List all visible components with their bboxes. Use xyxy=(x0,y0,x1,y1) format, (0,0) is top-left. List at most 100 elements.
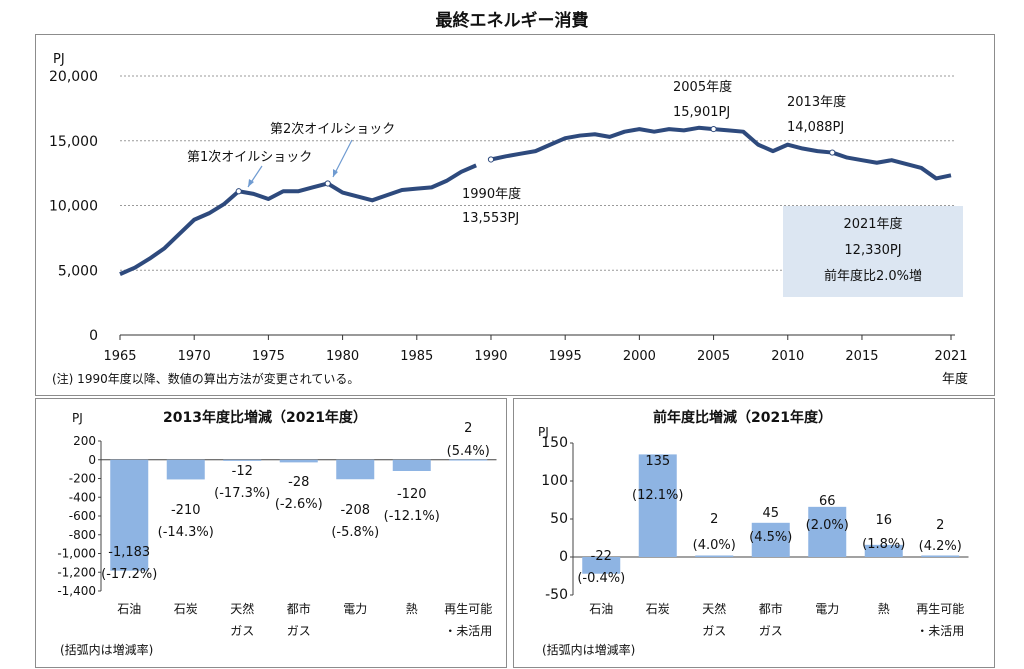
bar xyxy=(695,555,734,557)
top-chart-note: (注) 1990年度以降、数値の算出方法が変更されている。 xyxy=(52,372,360,386)
bar-rate-label: (4.0%) xyxy=(693,538,736,553)
y-tick-label: -600 xyxy=(69,509,96,523)
bar-value-label: 2 xyxy=(936,518,944,533)
y-tick-label: -200 xyxy=(69,472,96,486)
series-line xyxy=(490,125,952,181)
y-tick-label: 100 xyxy=(541,473,568,489)
bar-value-label: 2 xyxy=(464,421,472,436)
category-label: 電力 xyxy=(343,602,367,616)
category-label: ガス xyxy=(230,624,254,638)
latest-year-label: 2021年度 xyxy=(843,217,903,232)
category-label: 石油 xyxy=(117,602,141,616)
y-tick-label: 0 xyxy=(88,453,96,467)
category-label: 石油 xyxy=(589,602,613,616)
bar-rate-label: (-0.4%) xyxy=(577,571,625,586)
category-label: 再生可能 xyxy=(444,602,492,616)
category-label: 電力 xyxy=(815,602,839,616)
latest-year-box: 2021年度 12,330PJ 前年度比2.0%増 xyxy=(783,206,963,297)
bar-value-label: -12 xyxy=(232,464,253,479)
oil-shock-2-arrowhead xyxy=(333,169,338,177)
bar-value-label: -210 xyxy=(171,503,201,518)
bar-rate-label: (-17.2%) xyxy=(101,567,157,582)
y-tick-label: 20,000 xyxy=(49,69,98,85)
y-axis-unit: PJ xyxy=(53,52,65,67)
bar xyxy=(392,459,431,471)
x-tick-label: 1995 xyxy=(549,349,582,364)
bar xyxy=(808,506,847,557)
data-point-marker xyxy=(710,125,717,133)
bar-value-label: 66 xyxy=(819,494,836,509)
bar-rate-label: (1.8%) xyxy=(862,537,905,552)
category-label: 熱 xyxy=(406,602,418,616)
y-tick-label: 0 xyxy=(559,549,568,565)
bar-chart-2013-unit: PJ xyxy=(72,411,83,425)
x-tick-label: 1970 xyxy=(178,349,211,364)
x-tick-label: 1990 xyxy=(474,349,507,364)
data-point-marker xyxy=(324,180,331,187)
bar-rate-label: (-12.1%) xyxy=(384,509,440,524)
y-tick-label: -1,000 xyxy=(57,547,96,561)
bar-rate-label: (-2.6%) xyxy=(275,497,323,512)
y-tick-label: 200 xyxy=(73,434,96,448)
annotation-1990-year: 1990年度 xyxy=(462,186,521,202)
category-label: 都市 xyxy=(759,601,783,616)
bar xyxy=(110,459,149,571)
x-tick-label: 2010 xyxy=(771,349,804,364)
y-tick-label: 5,000 xyxy=(58,263,98,279)
annotation-2005-value: 15,901PJ xyxy=(673,105,730,120)
x-tick-label: 1975 xyxy=(252,349,285,364)
bar xyxy=(279,459,318,463)
data-point-marker xyxy=(487,156,495,163)
category-label: ガス xyxy=(759,624,783,638)
y-tick-label: 15,000 xyxy=(49,134,98,150)
bar-rate-label: (12.1%) xyxy=(632,488,683,503)
bar-chart-yoy-note: (括弧内は増減率) xyxy=(542,643,636,657)
y-tick-label: -800 xyxy=(69,528,96,542)
category-label: 熱 xyxy=(878,602,890,616)
oil-shock-2-label: 第2次オイルショック xyxy=(270,121,395,137)
y-tick-label: -400 xyxy=(69,490,96,504)
bar-value-label: 45 xyxy=(762,506,779,521)
bar-rate-label: (-5.8%) xyxy=(331,525,379,540)
category-label: 天然 xyxy=(702,601,726,616)
y-tick-label: -1,400 xyxy=(57,584,96,598)
x-tick-label: 2015 xyxy=(845,349,878,364)
category-label: 石炭 xyxy=(646,602,670,616)
x-tick-label: 2005 xyxy=(697,349,730,364)
x-tick-label: 1965 xyxy=(103,349,136,364)
bar-value-label: -22 xyxy=(591,549,612,564)
y-tick-label: 50 xyxy=(550,511,568,527)
annotation-2013-year: 2013年度 xyxy=(787,94,846,110)
line-chart: PJ 年度 第1次オイルショック 第2次オイルショック 1990年度 13,55… xyxy=(49,52,968,387)
bar xyxy=(449,459,488,461)
bar xyxy=(751,522,790,557)
x-tick-label: 1985 xyxy=(400,349,433,364)
bar xyxy=(166,459,205,480)
y-tick-label: -50 xyxy=(545,587,568,603)
bar-value-label: -1,183 xyxy=(108,545,150,560)
data-point-marker xyxy=(235,188,242,195)
latest-year-value: 12,330PJ xyxy=(844,243,902,258)
y-tick-label: 10,000 xyxy=(49,199,98,215)
bar-chart-yoy-unit: PJ xyxy=(538,425,549,439)
y-tick-label: 150 xyxy=(541,435,568,451)
bar-chart-2013-note: (括弧内は増減率) xyxy=(60,643,154,657)
annotation-2005-year: 2005年度 xyxy=(673,79,732,95)
oil-shock-1-arrowhead xyxy=(248,179,254,187)
bar xyxy=(921,555,960,557)
bar-chart-2013-title: 2013年度比増減（2021年度） xyxy=(163,410,367,426)
category-label: 天然 xyxy=(230,601,254,616)
bar xyxy=(864,544,903,557)
bar xyxy=(582,557,621,574)
annotation-1990-value: 13,553PJ xyxy=(462,211,519,226)
category-label: ガス xyxy=(702,624,726,638)
oil-shock-2-arrow xyxy=(332,139,353,178)
bar-value-label: 135 xyxy=(645,454,670,469)
data-point-marker xyxy=(829,149,836,156)
category-label: ガス xyxy=(287,624,311,638)
bar-rate-label: (2.0%) xyxy=(806,518,849,533)
bar-value-label: 2 xyxy=(710,512,718,527)
bar-rate-label: (4.2%) xyxy=(919,539,962,554)
